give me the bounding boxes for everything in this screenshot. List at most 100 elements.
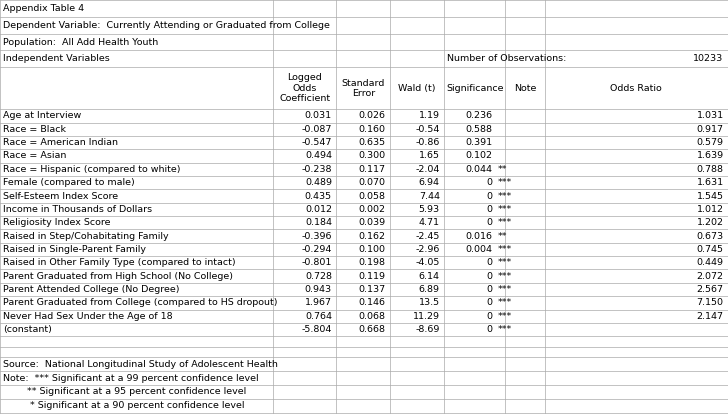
Text: Raised in Other Family Type (compared to intact): Raised in Other Family Type (compared to… — [3, 258, 236, 267]
Text: 0.031: 0.031 — [305, 111, 332, 121]
Text: Self-Esteem Index Score: Self-Esteem Index Score — [3, 192, 118, 200]
Text: Logged
Odds
Coefficient: Logged Odds Coefficient — [279, 74, 331, 103]
Text: ** Significant at a 95 percent confidence level: ** Significant at a 95 percent confidenc… — [3, 387, 246, 396]
Text: -5.804: -5.804 — [301, 325, 332, 334]
Text: 0: 0 — [486, 312, 492, 321]
Text: Note:  *** Significant at a 99 percent confidence level: Note: *** Significant at a 99 percent co… — [3, 373, 258, 383]
Text: 6.89: 6.89 — [419, 285, 440, 294]
Text: ***: *** — [498, 178, 513, 187]
Text: 0.160: 0.160 — [359, 125, 386, 134]
Text: ***: *** — [498, 192, 513, 200]
Text: 0: 0 — [486, 325, 492, 334]
Text: 10233: 10233 — [693, 54, 724, 63]
Text: 1.65: 1.65 — [419, 152, 440, 160]
Text: ***: *** — [498, 218, 513, 227]
Text: 0.198: 0.198 — [359, 258, 386, 267]
Text: **: ** — [498, 231, 507, 241]
Text: * Significant at a 90 percent confidence level: * Significant at a 90 percent confidence… — [3, 401, 245, 410]
Text: ***: *** — [498, 325, 513, 334]
Text: 0.012: 0.012 — [305, 205, 332, 214]
Text: 0.026: 0.026 — [359, 111, 386, 121]
Text: 0.788: 0.788 — [697, 165, 724, 174]
Text: 0: 0 — [486, 205, 492, 214]
Text: 0.391: 0.391 — [465, 138, 492, 147]
Text: 0.579: 0.579 — [697, 138, 724, 147]
Text: Never Had Sex Under the Age of 18: Never Had Sex Under the Age of 18 — [3, 312, 173, 321]
Text: Dependent Variable:  Currently Attending or Graduated from College: Dependent Variable: Currently Attending … — [3, 21, 330, 30]
Text: Race = Hispanic (compared to white): Race = Hispanic (compared to white) — [3, 165, 181, 174]
Text: Standard
Error: Standard Error — [341, 79, 385, 98]
Text: 1.967: 1.967 — [305, 298, 332, 307]
Text: 0.068: 0.068 — [359, 312, 386, 321]
Text: 0.039: 0.039 — [359, 218, 386, 227]
Text: 5.93: 5.93 — [419, 205, 440, 214]
Text: 0.635: 0.635 — [359, 138, 386, 147]
Text: -2.04: -2.04 — [416, 165, 440, 174]
Text: 0.102: 0.102 — [465, 152, 492, 160]
Text: -0.396: -0.396 — [301, 231, 332, 241]
Text: 0: 0 — [486, 192, 492, 200]
Text: Income in Thousands of Dollars: Income in Thousands of Dollars — [3, 205, 152, 214]
Text: 0.745: 0.745 — [697, 245, 724, 254]
Text: **: ** — [498, 165, 507, 174]
Text: 0.004: 0.004 — [465, 245, 492, 254]
Text: -2.45: -2.45 — [416, 231, 440, 241]
Text: ***: *** — [498, 312, 513, 321]
Text: 0: 0 — [486, 178, 492, 187]
Text: 0.300: 0.300 — [359, 152, 386, 160]
Text: 0: 0 — [486, 272, 492, 281]
Text: 13.5: 13.5 — [419, 298, 440, 307]
Text: -0.86: -0.86 — [416, 138, 440, 147]
Text: Raised in Step/Cohabitating Family: Raised in Step/Cohabitating Family — [3, 231, 169, 241]
Text: 0.435: 0.435 — [305, 192, 332, 200]
Text: 0.917: 0.917 — [697, 125, 724, 134]
Text: Note: Note — [514, 84, 536, 93]
Text: 6.14: 6.14 — [419, 272, 440, 281]
Text: 0.494: 0.494 — [305, 152, 332, 160]
Text: 0.002: 0.002 — [359, 205, 386, 214]
Text: 2.147: 2.147 — [697, 312, 724, 321]
Text: 1.202: 1.202 — [697, 218, 724, 227]
Text: 1.19: 1.19 — [419, 111, 440, 121]
Text: ***: *** — [498, 245, 513, 254]
Text: 0: 0 — [486, 285, 492, 294]
Text: 0.184: 0.184 — [305, 218, 332, 227]
Text: 0.728: 0.728 — [305, 272, 332, 281]
Text: 0.943: 0.943 — [305, 285, 332, 294]
Text: -2.96: -2.96 — [416, 245, 440, 254]
Text: -0.238: -0.238 — [301, 165, 332, 174]
Text: 6.94: 6.94 — [419, 178, 440, 187]
Text: Appendix Table 4: Appendix Table 4 — [3, 4, 84, 13]
Text: 0.236: 0.236 — [465, 111, 492, 121]
Text: 1.639: 1.639 — [697, 152, 724, 160]
Text: 0.016: 0.016 — [465, 231, 492, 241]
Text: 2.567: 2.567 — [697, 285, 724, 294]
Text: 0.764: 0.764 — [305, 312, 332, 321]
Text: -0.294: -0.294 — [301, 245, 332, 254]
Text: ***: *** — [498, 272, 513, 281]
Text: 1.545: 1.545 — [697, 192, 724, 200]
Text: 0.117: 0.117 — [359, 165, 386, 174]
Text: -4.05: -4.05 — [416, 258, 440, 267]
Text: 4.71: 4.71 — [419, 218, 440, 227]
Text: ***: *** — [498, 258, 513, 267]
Text: Female (compared to male): Female (compared to male) — [3, 178, 135, 187]
Text: ***: *** — [498, 205, 513, 214]
Text: -0.54: -0.54 — [416, 125, 440, 134]
Text: Number of Observations:: Number of Observations: — [447, 54, 566, 63]
Text: Race = Black: Race = Black — [3, 125, 66, 134]
Text: Source:  National Longitudinal Study of Adolescent Health: Source: National Longitudinal Study of A… — [3, 360, 278, 369]
Text: 0.588: 0.588 — [465, 125, 492, 134]
Text: Race = Asian: Race = Asian — [3, 152, 66, 160]
Text: 1.631: 1.631 — [697, 178, 724, 187]
Text: Odds Ratio: Odds Ratio — [610, 84, 662, 93]
Text: -0.547: -0.547 — [301, 138, 332, 147]
Text: 11.29: 11.29 — [413, 312, 440, 321]
Text: 0.162: 0.162 — [359, 231, 386, 241]
Text: Parent Graduated from High School (No College): Parent Graduated from High School (No Co… — [3, 272, 233, 281]
Text: 0.044: 0.044 — [465, 165, 492, 174]
Text: 2.072: 2.072 — [697, 272, 724, 281]
Text: 0: 0 — [486, 258, 492, 267]
Text: (constant): (constant) — [3, 325, 52, 334]
Text: 0.146: 0.146 — [359, 298, 386, 307]
